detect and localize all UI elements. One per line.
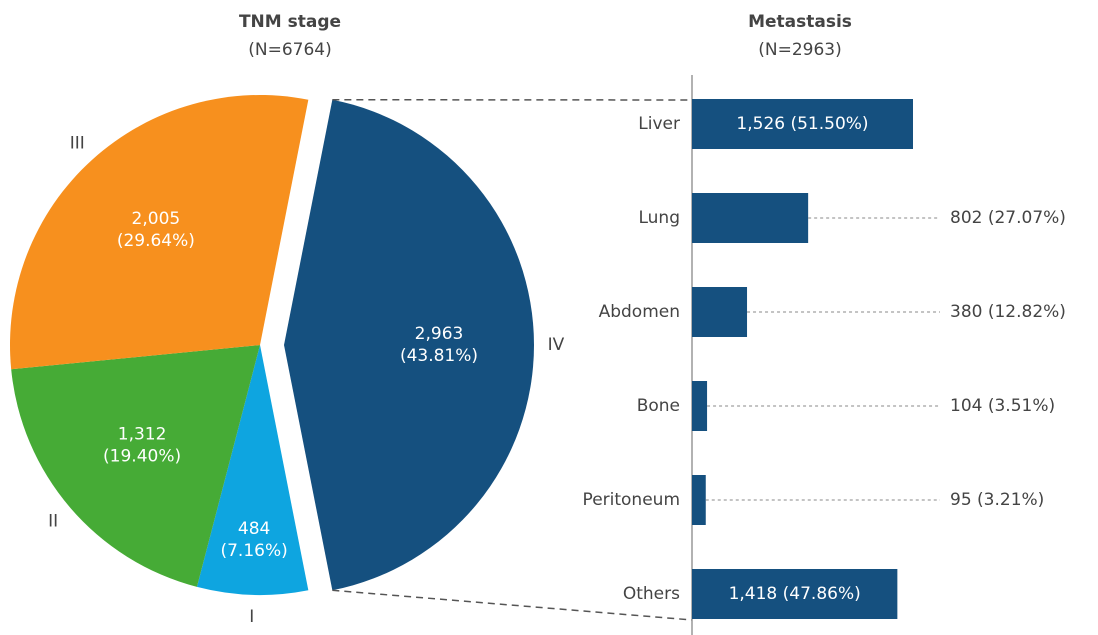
pie-slice: [284, 99, 535, 591]
value-label: 2,963 (43.81%): [400, 324, 478, 366]
pie-slice: [9, 94, 309, 370]
bar: [692, 193, 809, 243]
value-label: 484 (7.16%): [220, 519, 287, 561]
category-label: II: [48, 512, 58, 532]
category-label: I: [249, 607, 254, 627]
category-label: Peritoneum: [583, 490, 680, 510]
value-label: 95 (3.21%): [950, 490, 1044, 510]
chart-title: Metastasis: [748, 12, 852, 32]
chart-subtitle: (N=2963): [758, 40, 842, 60]
category-label: Others: [623, 584, 680, 604]
bar: [692, 287, 748, 337]
bar: [692, 475, 706, 525]
category-label: Bone: [637, 396, 680, 416]
category-label: IV: [548, 335, 565, 355]
category-label: III: [70, 134, 85, 154]
value-label: 1,418 (47.86%): [729, 584, 861, 604]
pie-slice: [196, 345, 309, 595]
bar: [692, 99, 913, 149]
chart-subtitle: (N=6764): [248, 40, 332, 60]
value-label: 1,526 (51.50%): [736, 114, 868, 134]
bar: [692, 569, 898, 619]
category-label: Abdomen: [599, 302, 680, 322]
value-label: 2,005 (29.64%): [117, 209, 195, 251]
value-label: 380 (12.82%): [950, 302, 1066, 322]
category-label: Liver: [638, 114, 680, 134]
connector: [332, 589, 693, 621]
chart-title: TNM stage: [239, 12, 341, 32]
pie-slice: [11, 345, 260, 587]
value-label: 802 (27.07%): [950, 208, 1066, 228]
category-label: Lung: [638, 208, 680, 228]
bar: [692, 381, 708, 431]
value-label: 104 (3.51%): [950, 396, 1055, 416]
value-label: 1,312 (19.40%): [103, 425, 181, 467]
